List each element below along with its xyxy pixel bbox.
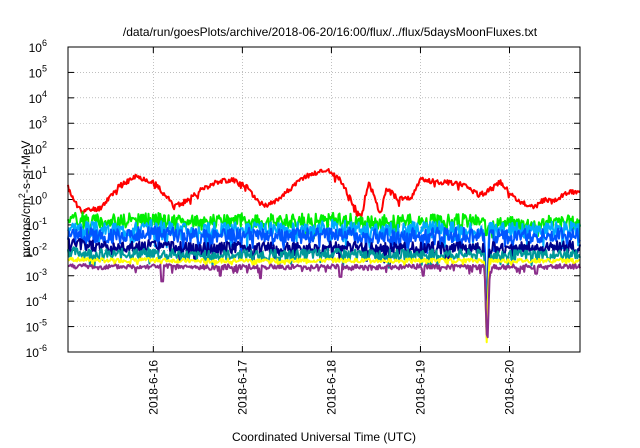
x-tick-label: 2018-6-19	[413, 360, 427, 415]
x-tick-label: 2018-6-18	[324, 360, 338, 415]
y-tick-label: 103	[29, 114, 47, 131]
series-line-6	[67, 246, 581, 339]
series-group	[67, 168, 581, 344]
y-tick-label: 10-5	[26, 318, 47, 335]
y-tick-label: 105	[29, 63, 47, 80]
x-tick-label: 2018-6-20	[503, 360, 517, 415]
x-tick-labels: 2018-6-16 2018-6-17 2018-6-18 2018-6-19 2018…	[146, 360, 516, 415]
axis-ticks	[68, 46, 580, 353]
y-tick-label: 10-2	[26, 241, 47, 258]
chart-title: /data/run/goesPlots/archive/2018-06-20/1…	[123, 25, 538, 39]
y-tick-label: 101	[29, 165, 47, 182]
x-axis-label: Coordinated Universal Time (UTC)	[232, 430, 416, 444]
series-line-1	[67, 168, 581, 218]
plot-frame	[67, 46, 581, 353]
grid-lines	[68, 47, 580, 352]
y-tick-label: 100	[29, 191, 47, 208]
y-axis-label: protons/cm2-s-sr-MeV	[17, 140, 33, 257]
x-tick-label: 2018-6-17	[235, 360, 249, 415]
y-tick-label: 10-3	[26, 267, 47, 284]
y-tick-label: 104	[29, 89, 47, 106]
series-line-7	[67, 256, 581, 344]
y-tick-labels: 10-6 10-5 10-4 10-3 10-2 10-1 100 101 102 103 104 1…	[26, 38, 47, 360]
series-line-8	[67, 263, 581, 339]
y-tick-label: 10-1	[26, 216, 47, 233]
y-tick-label: 10-4	[26, 292, 47, 309]
y-tick-label: 102	[29, 140, 47, 157]
series-line-4	[67, 225, 581, 326]
y-tick-label: 106	[29, 38, 47, 55]
x-tick-label: 2018-6-16	[146, 360, 160, 415]
y-tick-label: 10-6	[26, 343, 47, 360]
